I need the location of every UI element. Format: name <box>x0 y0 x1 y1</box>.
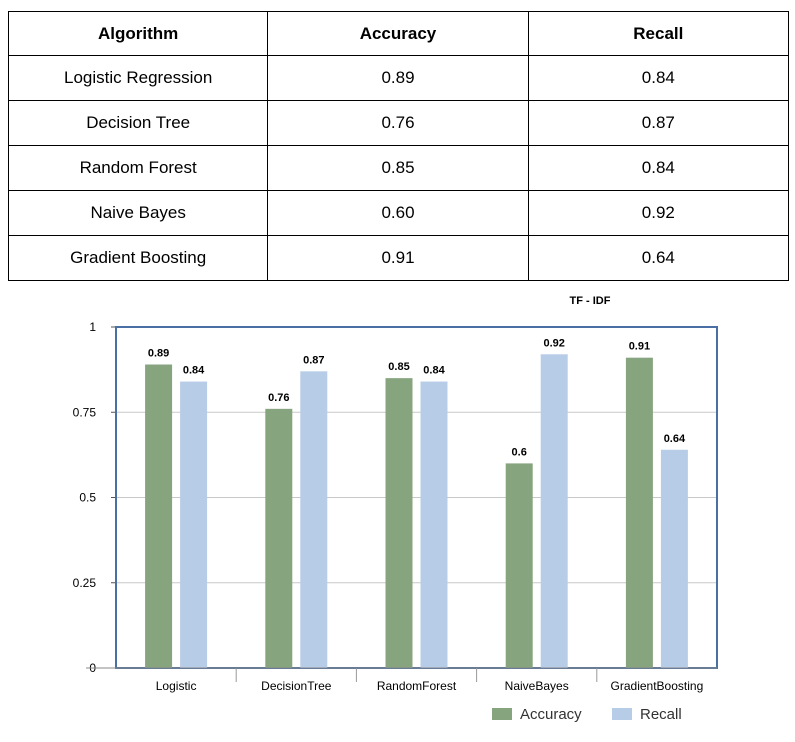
data-label: 0.84 <box>423 365 445 377</box>
legend-label-accuracy: Accuracy <box>520 706 582 723</box>
table-row: Gradient Boosting 0.91 0.64 <box>7 235 790 281</box>
data-label: 0.76 <box>268 392 289 404</box>
bar-accuracy-randomforest <box>385 378 413 668</box>
cell-accuracy: 0.89 <box>267 55 529 101</box>
cell-algorithm: Decision Tree <box>7 100 269 146</box>
legend-swatch-recall <box>612 708 632 720</box>
bar-accuracy-decisiontree <box>265 408 293 668</box>
cell-recall: 0.87 <box>527 100 790 146</box>
cell-accuracy: 0.85 <box>267 145 529 191</box>
bar-recall-naivebayes <box>540 354 568 668</box>
header-accuracy: Accuracy <box>267 11 529 56</box>
bar-accuracy-gradientboosting <box>625 357 653 668</box>
cell-recall: 0.64 <box>527 235 790 281</box>
cell-recall: 0.84 <box>527 145 790 191</box>
y-tick-label: 0.5 <box>79 491 96 505</box>
data-label: 0.89 <box>148 348 169 360</box>
legend-label-recall: Recall <box>640 706 682 723</box>
table-row: Random Forest 0.85 0.84 <box>7 145 790 191</box>
cell-accuracy: 0.60 <box>267 190 529 236</box>
x-tick-label: Logistic <box>156 679 197 693</box>
data-label: 0.64 <box>664 433 686 445</box>
bar-accuracy-naivebayes <box>505 463 533 668</box>
results-table: Algorithm Accuracy Recall Logistic Regre… <box>7 11 790 281</box>
cell-algorithm: Naive Bayes <box>7 190 269 236</box>
y-tick-label: 1 <box>89 320 96 334</box>
header-algorithm: Algorithm <box>7 11 269 56</box>
cell-algorithm: Logistic Regression <box>7 55 269 101</box>
x-tick-label: GradientBoosting <box>611 679 704 693</box>
x-tick-label: NaiveBayes <box>505 679 569 693</box>
x-tick-label: DecisionTree <box>261 679 332 693</box>
data-label: 0.92 <box>543 337 564 349</box>
bar-accuracy-logistic <box>145 364 173 668</box>
cell-algorithm: Gradient Boosting <box>7 235 269 281</box>
table-header-row: Algorithm Accuracy Recall <box>7 11 790 56</box>
bar-chart: TF - IDF 0 0.25 0.5 0.75 1 0.89 0.84 Logistic 0.… <box>0 286 795 742</box>
y-tick-label: 0.75 <box>73 405 97 419</box>
bar-recall-gradientboosting <box>660 449 688 668</box>
legend-swatch-accuracy <box>492 708 512 720</box>
data-label: 0.84 <box>183 365 205 377</box>
data-label: 0.6 <box>512 446 527 458</box>
header-recall: Recall <box>527 11 790 56</box>
cell-accuracy: 0.91 <box>267 235 529 281</box>
bar-recall-decisiontree <box>300 371 328 668</box>
cell-recall: 0.92 <box>527 190 790 236</box>
bar-recall-randomforest <box>420 381 448 668</box>
table-row: Logistic Regression 0.89 0.84 <box>7 55 790 101</box>
data-label: 0.87 <box>303 354 324 366</box>
bar-recall-logistic <box>180 381 208 668</box>
bar-chart-svg: TF - IDF 00.250.50.7510.890.84Logistic0.… <box>73 295 718 723</box>
table-row: Naive Bayes 0.60 0.92 <box>7 190 790 236</box>
y-tick-label: 0.25 <box>73 576 97 590</box>
cell-algorithm: Random Forest <box>7 145 269 191</box>
x-tick-label: RandomForest <box>377 679 457 693</box>
data-label: 0.85 <box>388 361 409 373</box>
data-label: 0.91 <box>629 341 650 353</box>
cell-accuracy: 0.76 <box>267 100 529 146</box>
table-row: Decision Tree 0.76 0.87 <box>7 100 790 146</box>
chart-title: TF - IDF <box>570 295 611 307</box>
cell-recall: 0.84 <box>527 55 790 101</box>
